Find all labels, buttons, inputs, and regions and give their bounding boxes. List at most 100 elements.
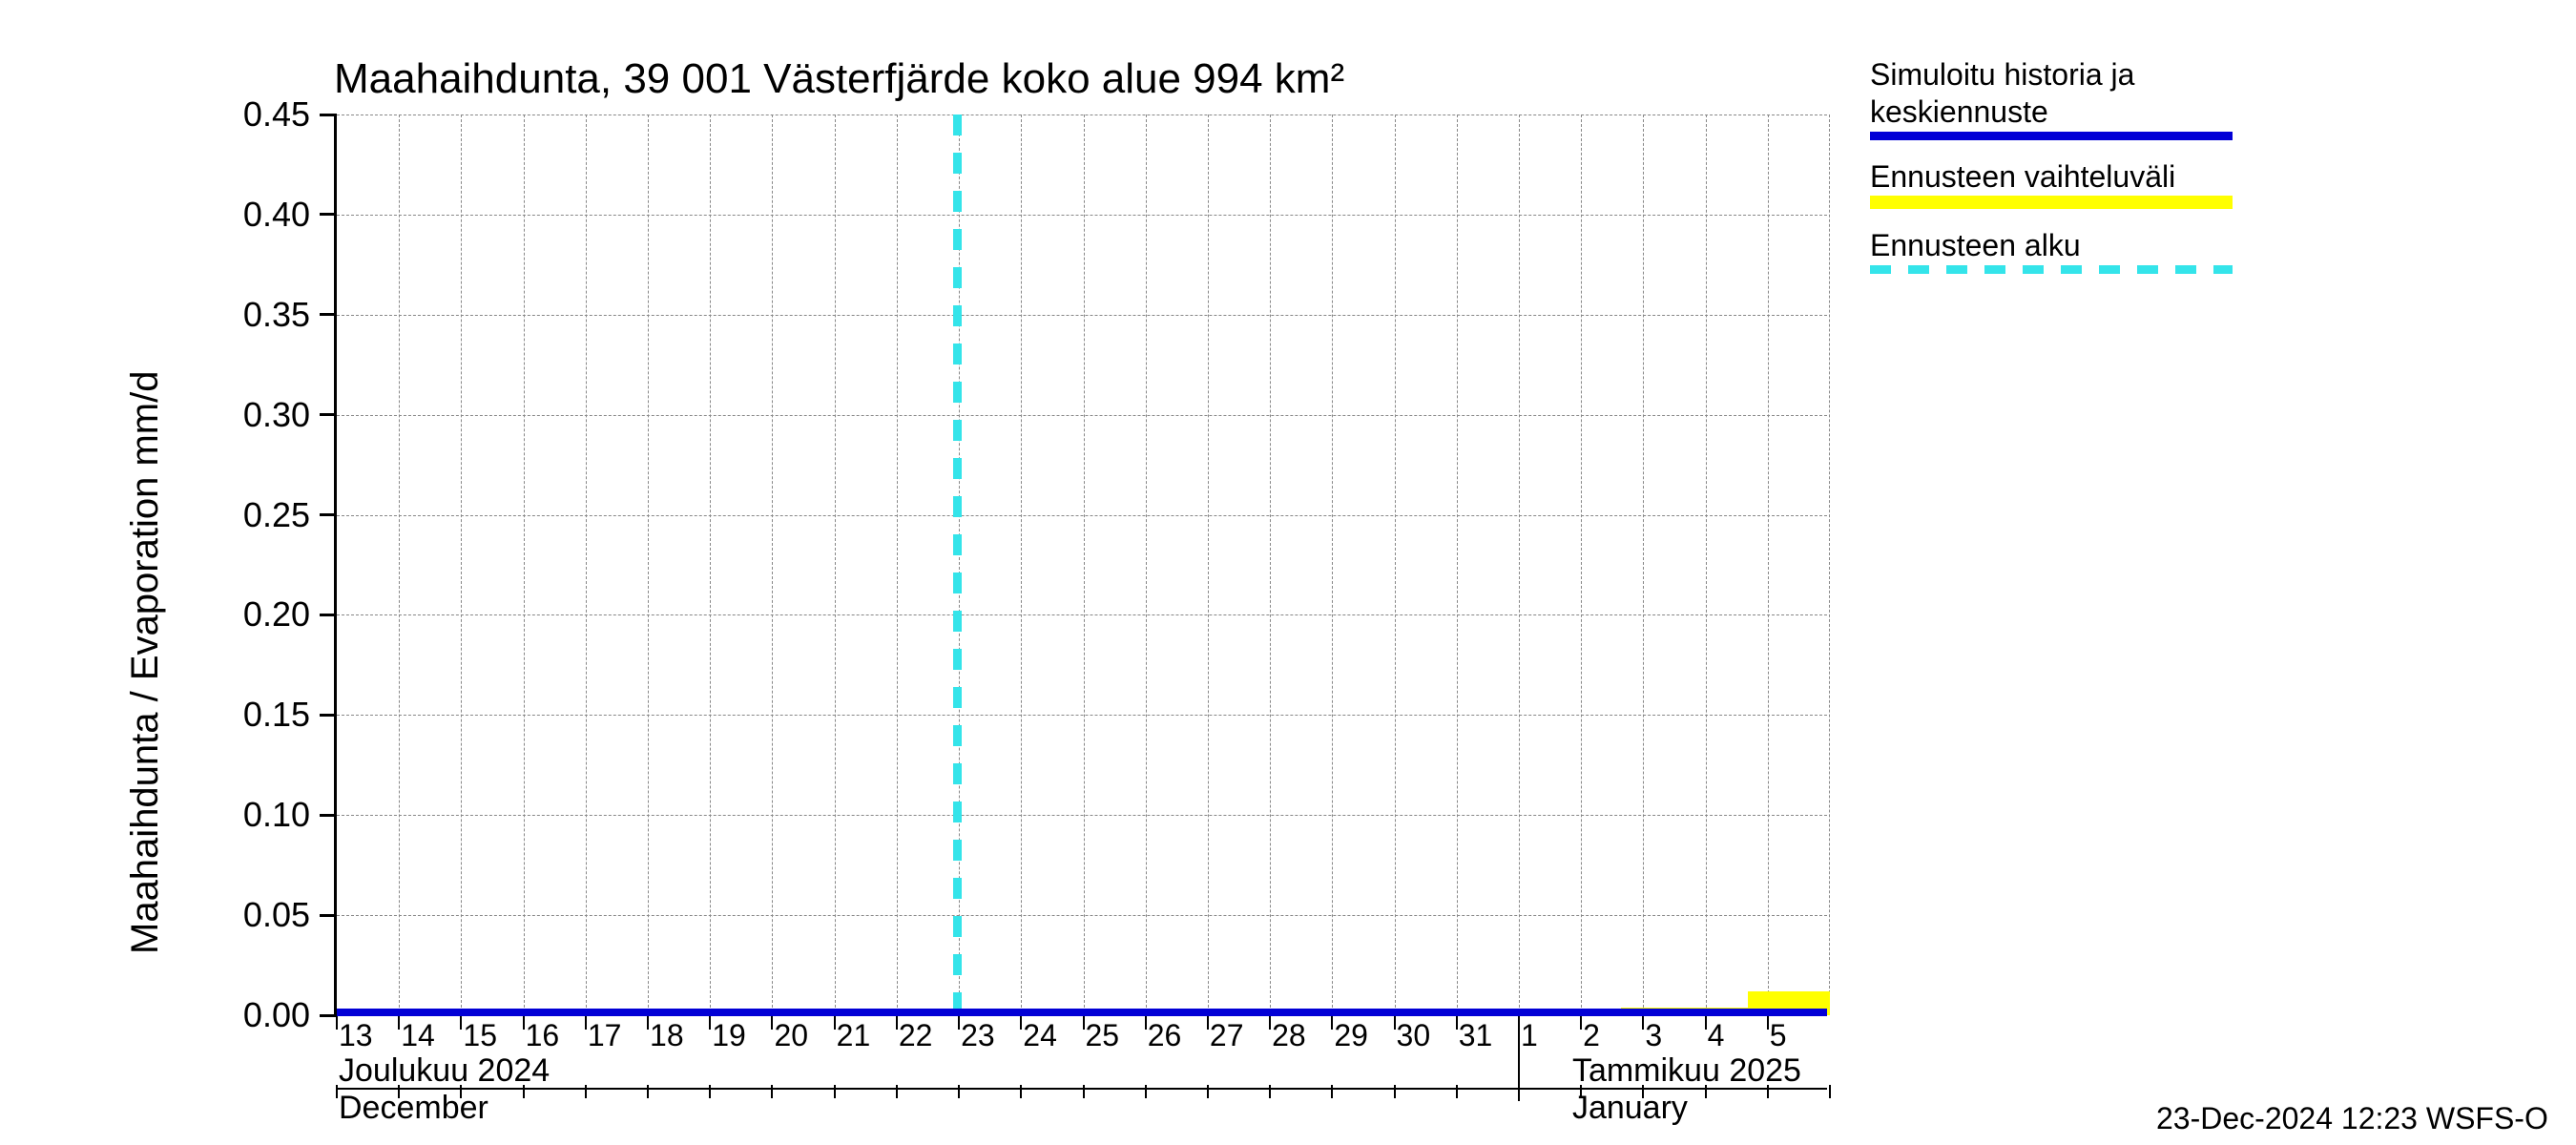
month-label-en: January [1572,1090,1688,1126]
grid-h [337,915,1827,916]
xtick-label: 3 [1645,1018,1662,1053]
ytick-label: 0.20 [243,594,310,635]
y-axis-title: Maahaihdunta / Evaporation mm/d [124,371,167,954]
ytick [320,614,337,616]
plot-area: 0.000.050.100.150.200.250.300.350.400.45… [334,114,1827,1015]
grid-v [1332,114,1333,1012]
grid-v [1146,114,1147,1012]
legend-item: Ennusteen vaihteluväli [1870,159,2233,210]
chart-container: Maahaihdunta, 39 001 Västerfjärde koko a… [0,0,2576,1145]
ytick-label: 0.35 [243,295,310,335]
xtick-secondary [1207,1085,1209,1098]
xtick-secondary [834,1085,836,1098]
grid-v [835,114,836,1012]
month-label-fi: Joulukuu 2024 [339,1052,550,1089]
legend-item: Ennusteen alku [1870,228,2233,274]
legend-label: Simuloitu historia ja [1870,57,2233,93]
xtick-secondary [1269,1085,1271,1098]
xtick-label: 30 [1397,1018,1431,1053]
xtick-label: 2 [1583,1018,1600,1053]
legend: Simuloitu historia jakeskiennuste Ennuste… [1870,57,2233,293]
grid-v [772,114,773,1012]
xtick-secondary [896,1085,898,1098]
grid-v [648,114,649,1012]
ytick-label: 0.25 [243,495,310,535]
xtick-secondary [1456,1085,1458,1098]
xtick-label: 24 [1023,1018,1057,1053]
grid-v [710,114,711,1012]
grid-v [586,114,587,1012]
legend-label: Ennusteen alku [1870,228,2233,263]
ytick-label: 0.40 [243,195,310,235]
xtick-label: 4 [1708,1018,1725,1053]
xtick-label: 29 [1334,1018,1368,1053]
ytick-label: 0.15 [243,695,310,735]
xtick-secondary [336,1085,338,1098]
grid-v [461,114,462,1012]
xtick-label: 14 [401,1018,435,1053]
ytick-label: 0.00 [243,995,310,1035]
xtick-label: 28 [1272,1018,1306,1053]
month-divider [1518,1015,1520,1101]
grid-h [337,515,1827,516]
grid-v [1270,114,1271,1012]
grid-v [1084,114,1085,1012]
xtick-label: 16 [526,1018,560,1053]
legend-item: Simuloitu historia jakeskiennuste [1870,57,2233,140]
series-main-line [337,1009,1827,1016]
xtick-secondary [709,1085,711,1098]
xtick-secondary [1394,1085,1396,1098]
xtick-label: 15 [463,1018,497,1053]
grid-h [337,114,1827,115]
ytick-label: 0.10 [243,795,310,835]
ytick [320,313,337,316]
xtick-secondary [1083,1085,1085,1098]
grid-v [399,114,400,1012]
xtick-secondary [1829,1085,1831,1098]
forecast-start-line [953,114,962,1012]
ytick [320,114,337,116]
ytick [320,213,337,216]
legend-swatch [1870,132,2233,140]
grid-h [337,315,1827,316]
xtick-secondary [1020,1085,1022,1098]
grid-h [337,215,1827,216]
ytick-label: 0.45 [243,94,310,135]
month-label-right: Tammikuu 2025January [1572,1052,1801,1127]
grid-h [337,815,1827,816]
grid-v [1021,114,1022,1012]
ytick [320,1014,337,1017]
ytick [320,914,337,917]
xtick-secondary [585,1085,587,1098]
xtick-label: 25 [1086,1018,1120,1053]
legend-swatch [1870,196,2233,209]
grid-h [337,715,1827,716]
legend-label: keskiennuste [1870,94,2233,130]
grid-h [337,614,1827,615]
grid-v [1829,114,1830,1012]
xtick-label: 22 [899,1018,933,1053]
chart-title: Maahaihdunta, 39 001 Västerfjärde koko a… [334,55,1344,103]
xtick-label: 31 [1459,1018,1493,1053]
xtick-label: 21 [837,1018,871,1053]
xtick-secondary [1331,1085,1333,1098]
grid-v [1768,114,1769,1012]
legend-label: Ennusteen vaihteluväli [1870,159,2233,195]
ytick-label: 0.30 [243,395,310,435]
xtick-label: 27 [1210,1018,1244,1053]
legend-swatch [1870,265,2233,274]
grid-v [1581,114,1582,1012]
xtick-label: 13 [339,1018,373,1053]
xtick-label: 20 [774,1018,808,1053]
footer-timestamp: 23-Dec-2024 12:23 WSFS-O [2156,1101,2548,1136]
grid-v [1643,114,1644,1012]
xtick-secondary [958,1085,960,1098]
ytick [320,513,337,516]
grid-v [1706,114,1707,1012]
grid-v [897,114,898,1012]
month-label-en: December [339,1090,488,1126]
grid-v [1457,114,1458,1012]
xtick-secondary [1145,1085,1147,1098]
month-label-fi: Tammikuu 2025 [1572,1052,1801,1089]
grid-v [524,114,525,1012]
